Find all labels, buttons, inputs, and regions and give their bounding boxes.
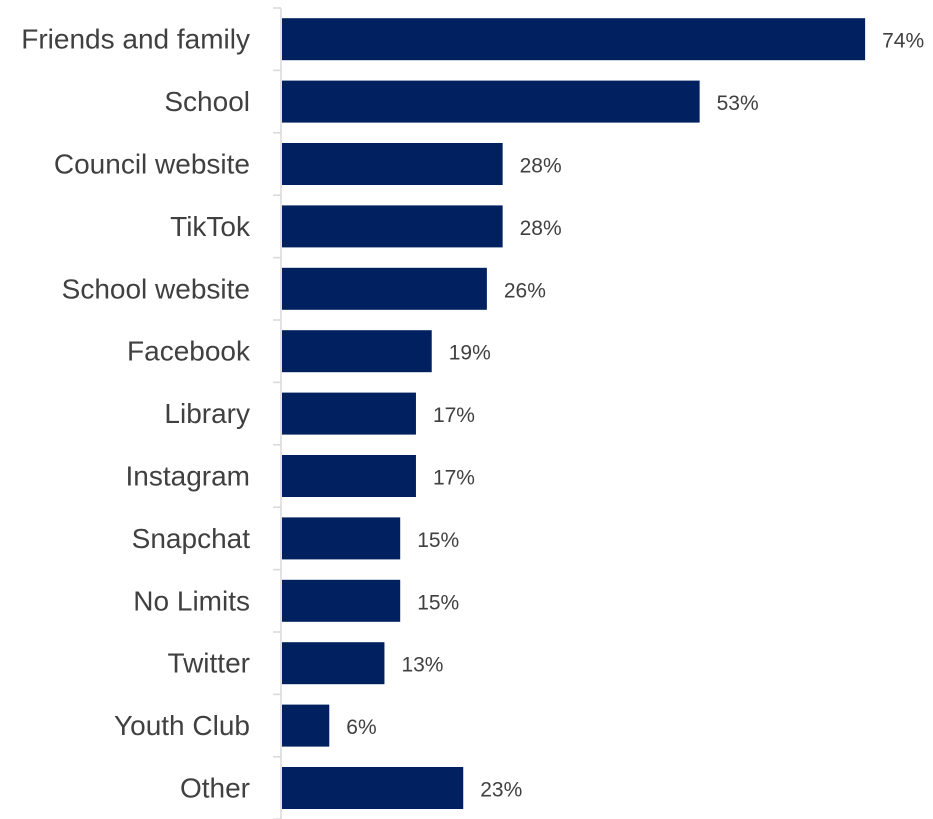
data-label: 19% (449, 342, 491, 365)
data-label: 6% (346, 716, 376, 739)
data-label: 26% (504, 279, 546, 302)
bar (282, 392, 416, 435)
bar (282, 704, 330, 747)
data-label: 28% (520, 217, 562, 240)
data-label: 74% (882, 30, 924, 53)
category-label: Facebook (127, 336, 251, 367)
bar (282, 330, 432, 373)
bar (282, 767, 464, 809)
category-label: School (164, 86, 250, 117)
category-label: Other (180, 773, 250, 804)
data-label: 17% (433, 404, 475, 427)
data-label: 13% (401, 654, 443, 677)
bar (282, 80, 700, 123)
data-label: 17% (433, 467, 475, 490)
data-label: 15% (417, 529, 459, 552)
category-label: Friends and family (21, 24, 250, 55)
bar (282, 642, 385, 685)
category-label: Library (164, 398, 250, 429)
category-label: Council website (54, 149, 250, 180)
category-label: School website (62, 273, 250, 304)
bar (282, 517, 401, 560)
category-label: TikTok (170, 211, 251, 242)
bar (282, 143, 503, 185)
bar (282, 455, 416, 497)
category-label: Snapchat (132, 523, 251, 554)
bar (282, 579, 401, 622)
data-label: 15% (417, 591, 459, 614)
category-label: Instagram (126, 461, 251, 492)
data-label: 23% (480, 779, 522, 802)
bar (282, 18, 866, 61)
category-label: No Limits (133, 585, 250, 616)
bar (282, 205, 503, 248)
category-label: Youth Club (114, 710, 250, 741)
bar (282, 267, 487, 310)
category-label: Twitter (168, 648, 250, 679)
data-label: 53% (717, 92, 759, 115)
data-label: 28% (520, 155, 562, 178)
